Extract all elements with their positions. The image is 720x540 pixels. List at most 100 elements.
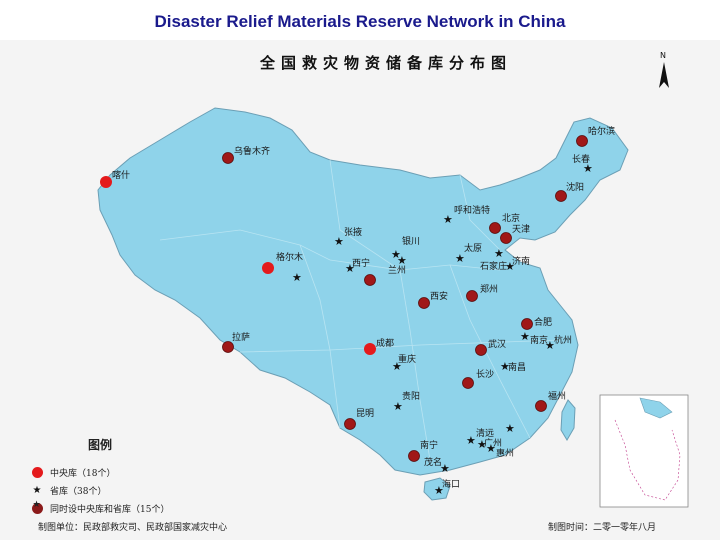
slide-title: Disaster Relief Materials Reserve Networ…	[154, 12, 566, 31]
city-label: 重庆	[398, 355, 417, 365]
marker-harbin	[576, 135, 588, 147]
marker-shenyang	[555, 190, 567, 202]
marker-wuhan	[475, 344, 487, 356]
star-hohhot: ★	[443, 213, 453, 226]
city-label: 张掖	[344, 228, 363, 238]
taiwan-island	[560, 399, 576, 441]
combined-reserve-icon	[31, 500, 43, 514]
legend-title: 图例	[88, 438, 113, 452]
marker-kashi	[100, 176, 112, 188]
provincial-reserve-markers: ★ ★ ★ ★ ★ ★ ★ ★ ★ ★ ★ ★ ★ ★ ★ ★ ★ ★ ★ ★ …	[292, 162, 593, 497]
star-hangzhou: ★	[545, 339, 555, 352]
province-boundaries	[159, 159, 561, 461]
city-label: 南京	[530, 336, 549, 346]
svg-text:N: N	[660, 51, 666, 60]
city-label: 乌鲁木齐	[234, 147, 271, 157]
star-maoming: ★	[440, 462, 450, 475]
star-qingyuan: ★	[466, 434, 476, 447]
city-label: 茂名	[424, 458, 443, 468]
marker-zhengzhou	[466, 290, 478, 302]
city-label: 合肥	[534, 318, 553, 328]
star-jinan: ★	[505, 260, 515, 273]
map-producer: 制图单位：民政部救灾司、民政部国家减灾中心	[38, 523, 228, 533]
marker-chengdu	[364, 343, 376, 355]
legend-central-label: 中央库（18个）	[50, 468, 116, 479]
star-xining: ★	[345, 262, 355, 275]
city-label: 西安	[430, 292, 449, 302]
marker-xian	[418, 297, 430, 309]
marker-golmud	[262, 262, 274, 274]
legend-row-provincial: ★ 省库（38个）	[28, 481, 169, 499]
city-label: 西宁	[352, 259, 371, 269]
city-label: 石家庄	[480, 262, 508, 272]
star-guiyang: ★	[393, 400, 403, 413]
star-chongqing: ★	[392, 360, 402, 373]
legend-both-label: 同时设中央库和省库（15个）	[50, 504, 170, 515]
marker-changsha	[462, 377, 474, 389]
map-legend: 图例 中央库（18个） ★ 省库（38个） 同时设中央库和省库（15个）	[28, 436, 169, 517]
china-landmass	[97, 107, 629, 476]
marker-hefei	[521, 318, 533, 330]
city-label: 惠州	[496, 449, 515, 459]
marker-kunming	[344, 418, 356, 430]
star-taiyuan: ★	[455, 252, 465, 265]
star-nanjing: ★	[520, 330, 530, 343]
both-reserve-markers	[222, 135, 588, 462]
city-label: 海口	[442, 480, 461, 490]
city-label: 南昌	[508, 363, 527, 373]
city-label: 南宁	[420, 441, 439, 451]
central-reserve-icon	[31, 466, 43, 478]
marker-fuzhou	[535, 400, 547, 412]
marker-nanning	[408, 450, 420, 462]
city-label: 银川	[402, 237, 421, 247]
star-shijiazhuang: ★	[494, 247, 504, 260]
star-nanchang: ★	[500, 360, 510, 373]
star-guangzhou: ★	[477, 438, 487, 451]
legend-provincial-label: 省库（38个）	[50, 486, 107, 497]
city-label: 成都	[376, 339, 395, 349]
legend-row-both: 同时设中央库和省库（15个）	[28, 499, 169, 517]
hainan-island	[423, 477, 451, 501]
city-label: 郑州	[480, 285, 499, 295]
north-arrow-icon: N	[656, 50, 672, 94]
city-label: 北京	[502, 214, 521, 224]
city-label: 长春	[572, 155, 591, 165]
marker-urumqi	[222, 152, 234, 164]
city-label: 哈尔滨	[588, 127, 616, 137]
city-label: 福州	[548, 392, 567, 402]
central-reserve-markers	[100, 176, 376, 355]
city-label: 武汉	[488, 340, 507, 350]
star-huizhou: ★	[486, 442, 496, 455]
legend-row-central: 中央库（18个）	[28, 463, 169, 481]
city-label: 喀什	[112, 171, 131, 181]
city-label: 格尔木	[276, 253, 304, 263]
marker-lhasa	[222, 341, 234, 353]
marker-beijing	[489, 222, 501, 234]
south-china-sea-inset	[599, 394, 689, 508]
city-label: 呼和浩特	[454, 206, 491, 216]
star-golmud-prov: ★	[292, 271, 302, 284]
city-label: 贵阳	[402, 392, 421, 402]
map-date: 制图时间：二零一零年八月	[548, 523, 657, 533]
star-yinchuan: ★	[391, 248, 401, 261]
city-label: 清远	[476, 429, 495, 439]
city-label: 天津	[512, 225, 531, 235]
city-label: 杭州	[554, 336, 573, 346]
city-label: 沈阳	[566, 183, 585, 193]
city-label: 济南	[512, 257, 531, 267]
city-label: 太原	[464, 244, 483, 254]
city-label: 昆明	[356, 409, 375, 419]
star-fujian2: ★	[505, 422, 515, 435]
city-label: 长沙	[476, 370, 495, 380]
star-changchun: ★	[583, 162, 593, 175]
map-title: 全国救灾物资储备库分布图	[260, 54, 513, 72]
star-yinchuan2: ★	[397, 254, 407, 267]
star-zhangye: ★	[334, 235, 344, 248]
star-haikou: ★	[434, 484, 444, 497]
city-label: 拉萨	[232, 333, 251, 343]
marker-tianjin	[500, 232, 512, 244]
marker-xining	[364, 274, 376, 286]
city-label: 广州	[484, 439, 503, 449]
star-icon: ★	[32, 484, 42, 496]
